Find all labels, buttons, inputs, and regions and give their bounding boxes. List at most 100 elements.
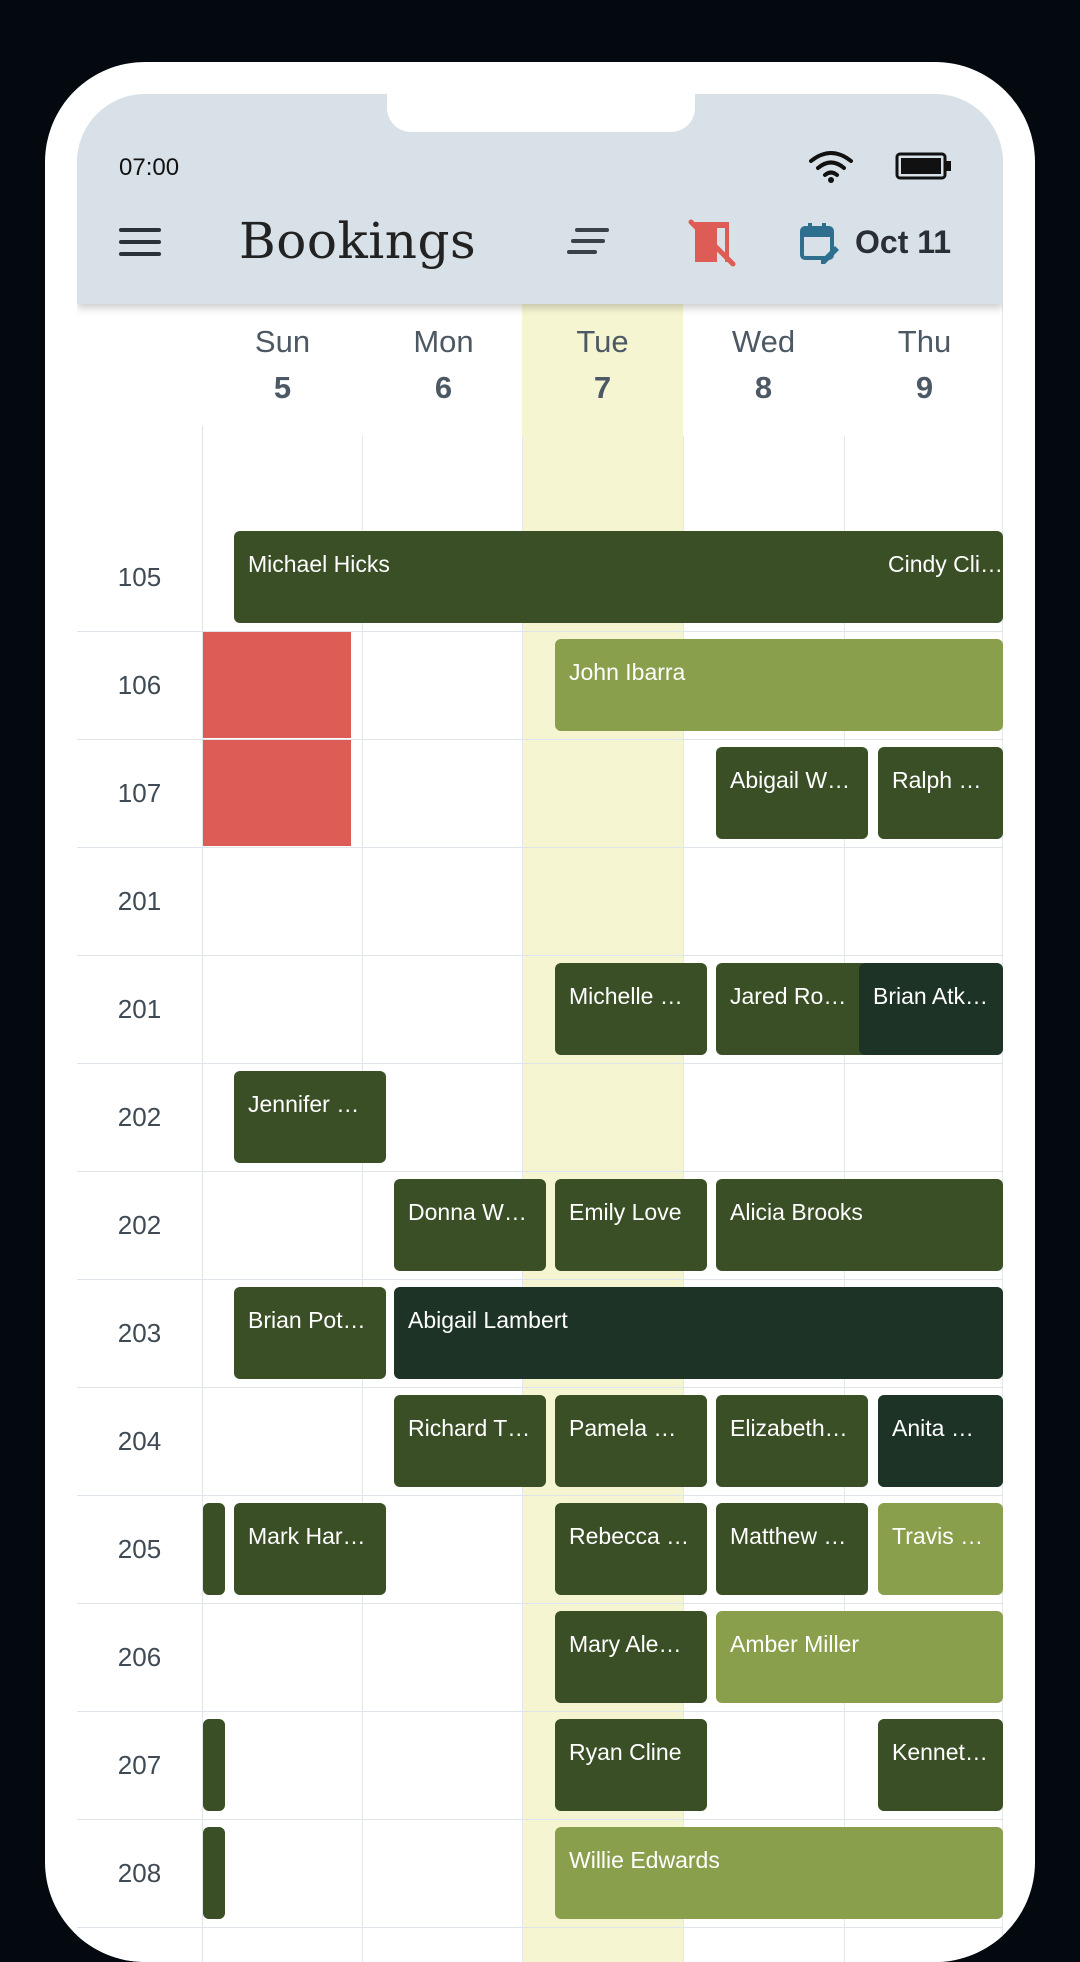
- room-label: 203: [117, 1318, 162, 1348]
- day-name: Wed: [731, 324, 796, 359]
- grid-edge: [1002, 304, 1003, 1962]
- app-bar: 07:00 Bookings: [77, 94, 1003, 304]
- booking-bar[interactable]: Ryan Cline: [555, 1719, 707, 1811]
- booking-bar[interactable]: Brian Pot…: [234, 1287, 386, 1379]
- booking-bar[interactable]: Mary Ale…: [555, 1611, 707, 1703]
- guest-name: Jennifer …: [248, 1091, 360, 1117]
- booking-bar-continuation[interactable]: [203, 1719, 225, 1811]
- day-name: Mon: [413, 324, 474, 359]
- booking-bar[interactable]: Abigail Lambert: [394, 1287, 1003, 1379]
- blocked-block[interactable]: [203, 632, 351, 738]
- guest-name: Elizabeth…: [730, 1415, 848, 1441]
- booking-bar[interactable]: Mark Har…: [234, 1503, 386, 1595]
- booking-bar[interactable]: Richard T…: [394, 1395, 546, 1487]
- booking-bar[interactable]: Willie Edwards: [555, 1827, 1003, 1919]
- sort-icon[interactable]: [567, 226, 609, 256]
- battery-icon: [895, 152, 951, 180]
- guest-name: Cindy Cli…: [887, 551, 1003, 577]
- guest-name: Abigail Lambert: [408, 1307, 568, 1333]
- room-column-divider: [202, 426, 203, 1962]
- day-header-mon[interactable]: Mon 6: [363, 324, 524, 406]
- guest-name: Mark Har…: [248, 1523, 366, 1549]
- booking-bar[interactable]: Rebecca …: [555, 1503, 707, 1595]
- booking-bar[interactable]: Pamela …: [555, 1395, 707, 1487]
- booking-bar[interactable]: Kenneth …: [878, 1719, 1003, 1811]
- room-label: 105: [117, 562, 162, 592]
- booking-bar[interactable]: Brian Atkins: [859, 963, 1003, 1055]
- row-divider: [77, 1495, 1003, 1496]
- room-label: 207: [117, 1750, 162, 1780]
- no-door-icon[interactable]: [687, 218, 737, 268]
- day-header-wed[interactable]: Wed 8: [683, 324, 844, 406]
- booking-bar[interactable]: Jared Ro…: [716, 963, 868, 1055]
- booking-bar[interactable]: Amber Miller: [716, 1611, 1003, 1703]
- row-divider: [77, 1063, 1003, 1064]
- booking-bar[interactable]: Emily Love: [555, 1179, 707, 1271]
- guest-name: Donna W…: [408, 1199, 527, 1225]
- phone-frame: 07:00 Bookings: [45, 62, 1035, 1962]
- booking-bar[interactable]: Anita Roa: [878, 1395, 1003, 1487]
- guest-name: Brian Atkins: [873, 983, 995, 1009]
- guest-name: Brian Pot…: [248, 1307, 366, 1333]
- booking-bar[interactable]: Alicia Brooks: [716, 1179, 1003, 1271]
- row-divider: [77, 1711, 1003, 1712]
- day-number: 9: [915, 370, 934, 405]
- day-name: Thu: [897, 324, 952, 359]
- row-divider: [77, 1387, 1003, 1388]
- day-header-thu[interactable]: Thu 9: [844, 324, 1003, 406]
- booking-bar[interactable]: John Ibarra: [555, 639, 1003, 731]
- guest-name: Anita Roa: [892, 1415, 994, 1441]
- guest-name: Jared Ro…: [730, 983, 847, 1009]
- guest-name: Mary Ale…: [569, 1631, 682, 1657]
- booking-bar[interactable]: Donna W…: [394, 1179, 546, 1271]
- app-screen: 07:00 Bookings: [77, 94, 1003, 1962]
- booking-bar-continuation[interactable]: [203, 1827, 225, 1919]
- room-label: 201: [117, 886, 162, 916]
- calendar-edit-icon[interactable]: [799, 220, 839, 264]
- booking-bar[interactable]: Jennifer …: [234, 1071, 386, 1163]
- room-label: 205: [117, 1534, 162, 1564]
- row-divider: [77, 847, 1003, 848]
- guest-name: Travis Me: [892, 1523, 993, 1549]
- guest-name: Rebecca …: [569, 1523, 690, 1549]
- booking-bar[interactable]: Matthew …: [716, 1503, 868, 1595]
- guest-name: Ralph Mo: [892, 767, 991, 793]
- day-number: 7: [593, 370, 612, 405]
- booking-bar[interactable]: Ralph Mo: [878, 747, 1003, 839]
- guest-name: Michael Hicks: [248, 551, 390, 577]
- row-divider: [77, 631, 1003, 632]
- page-title: Bookings: [239, 212, 477, 270]
- blocked-block[interactable]: [203, 740, 351, 846]
- row-divider: [77, 1603, 1003, 1604]
- day-header-tue[interactable]: Tue 7: [522, 324, 683, 406]
- menu-icon[interactable]: [119, 226, 161, 260]
- booking-bar-continuation[interactable]: [203, 1503, 225, 1595]
- guest-name: Ryan Cline: [569, 1739, 682, 1765]
- guest-name: Emily Love: [569, 1199, 682, 1225]
- guest-name: John Ibarra: [569, 659, 686, 685]
- status-time: 07:00: [119, 154, 180, 181]
- row-divider: [77, 1279, 1003, 1280]
- guest-name: Richard T…: [408, 1415, 531, 1441]
- row-divider: [77, 1171, 1003, 1172]
- row-divider: [77, 739, 1003, 740]
- row-divider: [77, 1927, 1003, 1928]
- booking-bar[interactable]: Michael Hicks Cindy Cli…: [234, 531, 1003, 623]
- room-label: 107: [117, 778, 162, 808]
- booking-bar[interactable]: Michelle …: [555, 963, 707, 1055]
- row-divider: [77, 1819, 1003, 1820]
- guest-name: Willie Edwards: [569, 1847, 720, 1873]
- guest-name: Kenneth …: [892, 1739, 1003, 1765]
- guest-name: Amber Miller: [730, 1631, 860, 1657]
- room-label: 208: [117, 1858, 162, 1888]
- day-header-sun[interactable]: Sun 5: [202, 324, 363, 406]
- room-label: 202: [117, 1102, 162, 1132]
- guest-name: Abigail W…: [730, 767, 851, 793]
- booking-bar[interactable]: Elizabeth…: [716, 1395, 868, 1487]
- row-divider: [77, 955, 1003, 956]
- booking-bar[interactable]: Abigail W…: [716, 747, 868, 839]
- day-name: Tue: [576, 324, 629, 359]
- room-label: 206: [117, 1642, 162, 1672]
- booking-bar[interactable]: Travis Me: [878, 1503, 1003, 1595]
- selected-date-label[interactable]: Oct 11: [855, 224, 952, 260]
